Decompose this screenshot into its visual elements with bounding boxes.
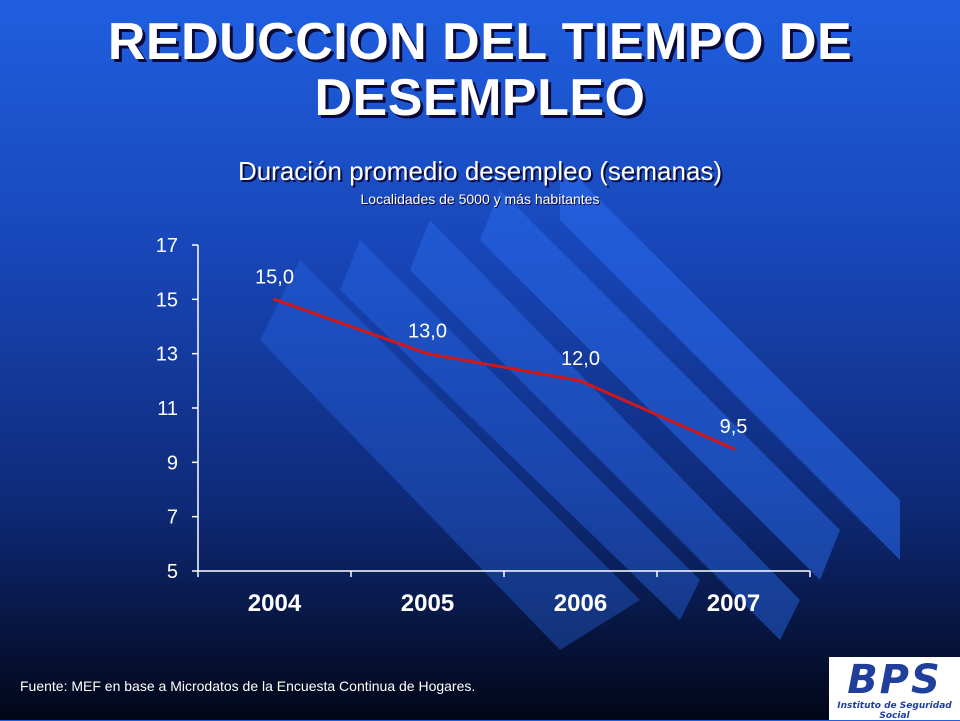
y-tick-label: 9 xyxy=(167,452,178,474)
series-line xyxy=(273,297,735,451)
source-note: Fuente: MEF en base a Microdatos de la E… xyxy=(20,678,476,694)
data-point xyxy=(579,379,582,383)
x-tick-label: 2005 xyxy=(401,590,454,617)
stripe-3 xyxy=(410,220,800,640)
chart-subtitle: Localidades de 5000 y más habitantes xyxy=(360,191,600,207)
y-tick-label: 15 xyxy=(156,289,178,311)
y-tick-label: 13 xyxy=(156,344,178,366)
chart-title: Duración promedio desempleo (semanas) xyxy=(237,156,723,186)
data-point xyxy=(273,297,276,301)
stripe-5 xyxy=(260,260,640,650)
x-tick-label: 2006 xyxy=(554,590,607,617)
logo-mark: BPS xyxy=(847,657,942,703)
logo-caption: Instituto de Seguridad Social xyxy=(837,701,952,721)
stripe-1 xyxy=(560,160,900,560)
data-point xyxy=(426,352,429,356)
x-tick-label: 2004 xyxy=(248,590,302,617)
slide-title: REDUCCION DEL TIEMPO DE DESEMPLEO xyxy=(107,13,853,127)
stripe-2 xyxy=(480,190,840,580)
stripe-4 xyxy=(340,240,700,620)
bps-logo: BPS Instituto de Seguridad Social xyxy=(829,657,960,721)
y-tick-label: 17 xyxy=(156,235,178,257)
y-tick-label: 11 xyxy=(157,398,178,420)
data-label: 13,0 xyxy=(408,321,447,343)
data-label: 15,0 xyxy=(255,266,294,288)
y-tick-label: 7 xyxy=(167,507,178,529)
data-point xyxy=(732,447,735,451)
x-tick-label: 2007 xyxy=(707,590,760,617)
y-tick-label: 5 xyxy=(167,561,178,583)
data-label: 12,0 xyxy=(561,348,600,370)
data-label: 9,5 xyxy=(720,416,748,438)
